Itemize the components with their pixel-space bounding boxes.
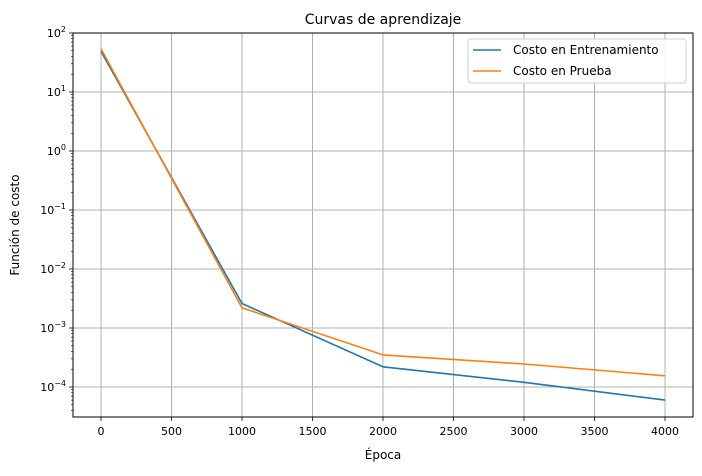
x-tick-label: 3000 bbox=[510, 425, 538, 438]
x-tick-label: 2500 bbox=[440, 425, 468, 438]
y-tick-label: 10−1 bbox=[40, 202, 66, 217]
train-cost-line bbox=[100, 50, 666, 401]
chart-title: Curvas de aprendizaje bbox=[305, 12, 462, 28]
y-tick-label: 102 bbox=[47, 25, 66, 40]
legend-box bbox=[467, 38, 687, 84]
x-axis-ticks: 0 500 1000 1500 2000 2500 3000 3500 4000 bbox=[98, 417, 679, 438]
x-tick-label: 4000 bbox=[651, 425, 679, 438]
y-tick-label: 101 bbox=[47, 84, 66, 99]
x-tick-label: 1000 bbox=[228, 425, 256, 438]
x-tick-label: 0 bbox=[98, 425, 105, 438]
x-tick-label: 3500 bbox=[581, 425, 609, 438]
x-tick-label: 2000 bbox=[369, 425, 397, 438]
legend-label-train: Costo en Entrenamiento bbox=[513, 43, 659, 57]
y-axis-ticks: 102 101 100 10−1 10−2 10−3 10−4 bbox=[40, 25, 73, 394]
y-axis-label: Función de costo bbox=[8, 174, 22, 275]
x-tick-label: 1500 bbox=[299, 425, 327, 438]
legend: Costo en Entrenamiento Costo en Prueba bbox=[467, 38, 687, 84]
x-axis-label: Época bbox=[365, 447, 402, 462]
grid-lines bbox=[73, 32, 693, 417]
y-tick-label: 10−2 bbox=[40, 261, 66, 276]
test-cost-line bbox=[100, 48, 666, 377]
x-tick-label: 500 bbox=[161, 425, 182, 438]
data-series bbox=[100, 48, 666, 401]
y-tick-label: 100 bbox=[47, 143, 66, 158]
legend-label-test: Costo en Prueba bbox=[513, 64, 612, 78]
y-tick-label: 10−3 bbox=[40, 320, 66, 335]
y-tick-label: 10−4 bbox=[40, 379, 66, 394]
